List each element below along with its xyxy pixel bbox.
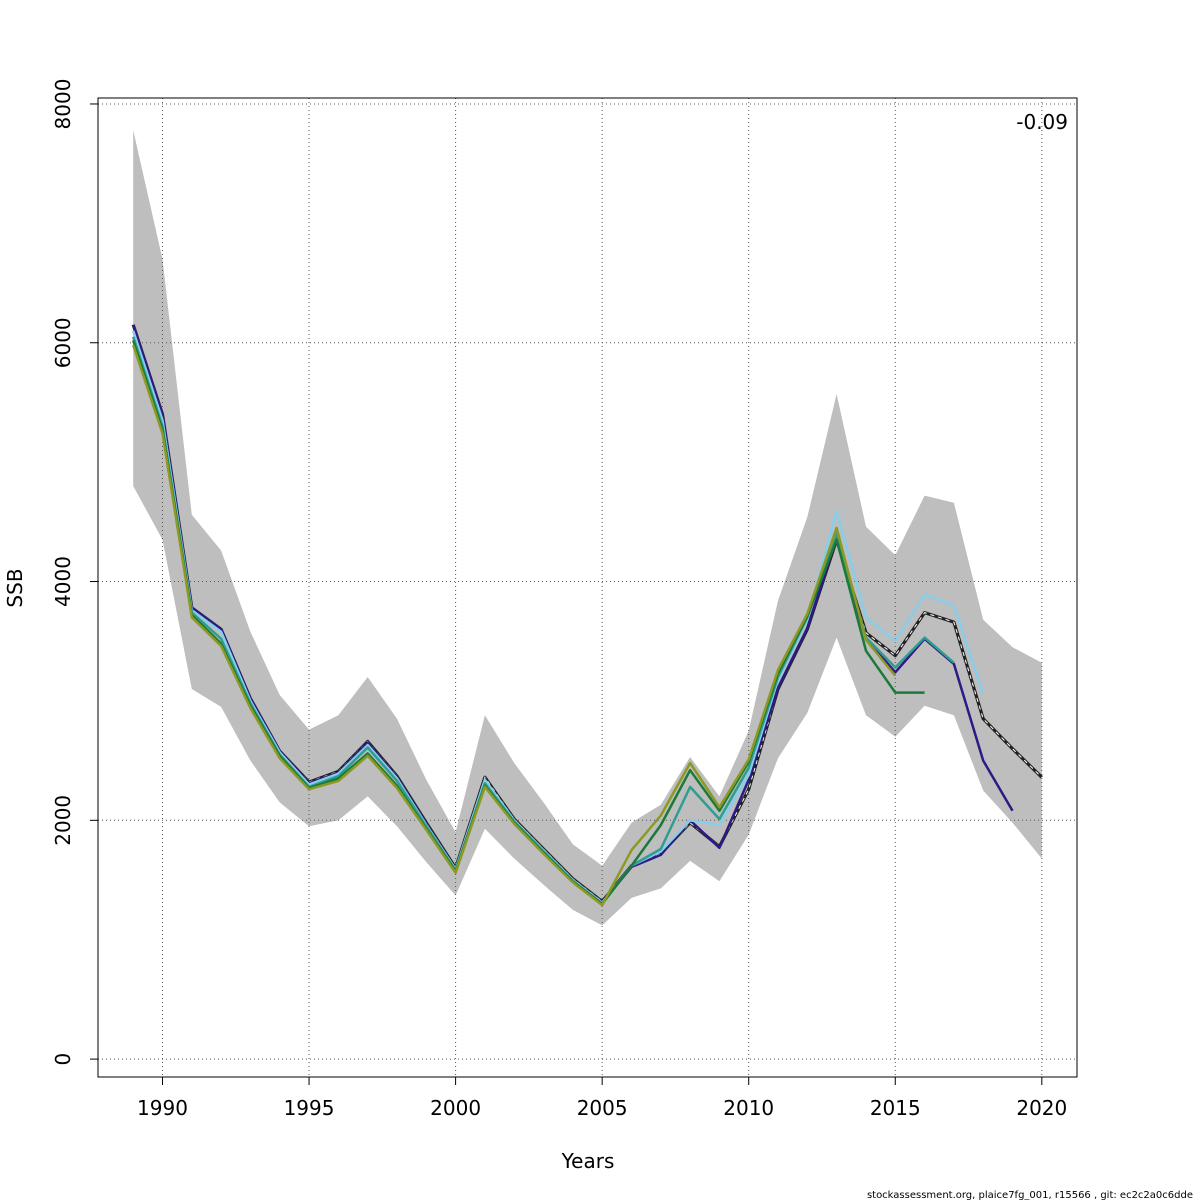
y-tick-label-0: 0 — [51, 1053, 75, 1066]
y-tick-label-8000: 8000 — [51, 79, 75, 130]
plot-frame — [97, 97, 1078, 1078]
x-tick-label-2015: 2015 — [870, 1096, 921, 1120]
confidence-band — [133, 130, 1042, 926]
y-tick-label-6000: 6000 — [51, 317, 75, 368]
x-tick-label-2010: 2010 — [723, 1096, 774, 1120]
x-tick-label-1990: 1990 — [137, 1096, 188, 1120]
confidence-band-layer — [133, 130, 1042, 926]
series-layer — [131, 324, 1043, 907]
x-tick-label-2020: 2020 — [1016, 1096, 1067, 1120]
x-tick-label-2005: 2005 — [577, 1096, 628, 1120]
x-tick-label-2000: 2000 — [430, 1096, 481, 1120]
y-tick-label-2000: 2000 — [51, 795, 75, 846]
y-tick-label-4000: 4000 — [51, 556, 75, 607]
y-axis: 0 2000 4000 6000 8000 — [51, 79, 98, 1066]
series-line-5 — [132, 344, 897, 907]
x-tick-label-1995: 1995 — [284, 1096, 335, 1120]
y-axis-title: SSB — [3, 568, 27, 607]
x-axis: 1990 1995 2000 2005 2010 2015 2020 — [137, 1077, 1067, 1120]
chart-annotation: -0.09 — [1016, 110, 1068, 134]
footer-text: stockassessment.org, plaice7fg_001, r155… — [867, 1190, 1193, 1200]
x-axis-title: Years — [561, 1149, 615, 1173]
